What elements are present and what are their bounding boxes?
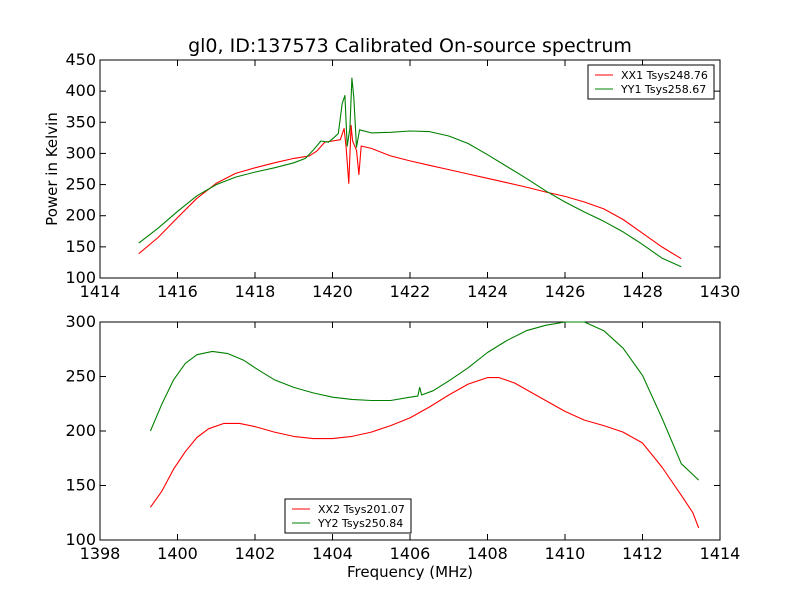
y-tick-label: 450 — [65, 50, 96, 69]
y-tick-label: 150 — [65, 476, 96, 495]
x-tick-label: 1422 — [390, 282, 431, 301]
series-line-red — [138, 124, 682, 260]
top-axis-ticks: 1414 1416 1418 1420 1422 1424 1426 1428 1430 100 1… — [65, 50, 740, 301]
series-line-green — [149, 321, 700, 481]
x-tick-label: 1408 — [467, 544, 508, 563]
y-tick-label: 400 — [65, 81, 96, 100]
x-tick-label: 1430 — [700, 282, 741, 301]
y-tick-label: 200 — [65, 421, 96, 440]
top-series-group — [138, 77, 682, 268]
y-tick-label: 350 — [65, 112, 96, 131]
legend-label: XX2 Tsys201.07 — [318, 503, 405, 516]
top-y-axis-label: Power in Kelvin — [43, 112, 61, 226]
x-tick-label: 1420 — [312, 282, 353, 301]
series-line-red — [149, 377, 700, 529]
x-tick-label: 1404 — [312, 544, 353, 563]
x-tick-label: 1398 — [80, 544, 121, 563]
y-tick-label: 200 — [65, 206, 96, 225]
y-tick-label: 300 — [65, 312, 96, 331]
legend-label: YY1 Tsys258.67 — [620, 83, 706, 96]
legend-box — [587, 64, 715, 100]
y-tick-label: 250 — [65, 175, 96, 194]
legend-box — [284, 498, 412, 534]
top-panel: Power in Kelvin 1414 1416 1418 1420 1422 1424… — [43, 50, 740, 301]
bottom-panel: Frequency (MHz) 1398 1400 1402 1404 1406 1408… — [65, 312, 740, 581]
legend-label: XX1 Tsys248.76 — [621, 69, 708, 82]
bottom-series-group — [149, 321, 700, 529]
x-tick-label: 1416 — [157, 282, 198, 301]
x-tick-label: 1410 — [545, 544, 586, 563]
x-tick-label: 1414 — [700, 544, 741, 563]
x-tick-label: 1424 — [467, 282, 508, 301]
y-tick-label: 250 — [65, 367, 96, 386]
x-tick-label: 1414 — [80, 282, 121, 301]
x-tick-label: 1412 — [622, 544, 663, 563]
chart-title: gl0, ID:137573 Calibrated On-source spec… — [188, 35, 632, 57]
y-tick-label: 300 — [65, 143, 96, 162]
x-tick-label: 1428 — [622, 282, 663, 301]
x-tick-label: 1400 — [157, 544, 198, 563]
x-tick-label: 1426 — [545, 282, 586, 301]
x-tick-label: 1418 — [235, 282, 276, 301]
y-tick-label: 100 — [65, 268, 96, 287]
legend-label: YY2 Tsys250.84 — [317, 517, 403, 530]
bottom-x-axis-label: Frequency (MHz) — [347, 563, 473, 581]
y-tick-label: 150 — [65, 237, 96, 256]
bottom-axis-ticks: 1398 1400 1402 1404 1406 1408 1410 1412 1414 100 1… — [65, 312, 740, 563]
y-tick-label: 100 — [65, 530, 96, 549]
series-line-green — [138, 77, 682, 268]
x-tick-label: 1402 — [235, 544, 276, 563]
x-tick-label: 1406 — [390, 544, 431, 563]
